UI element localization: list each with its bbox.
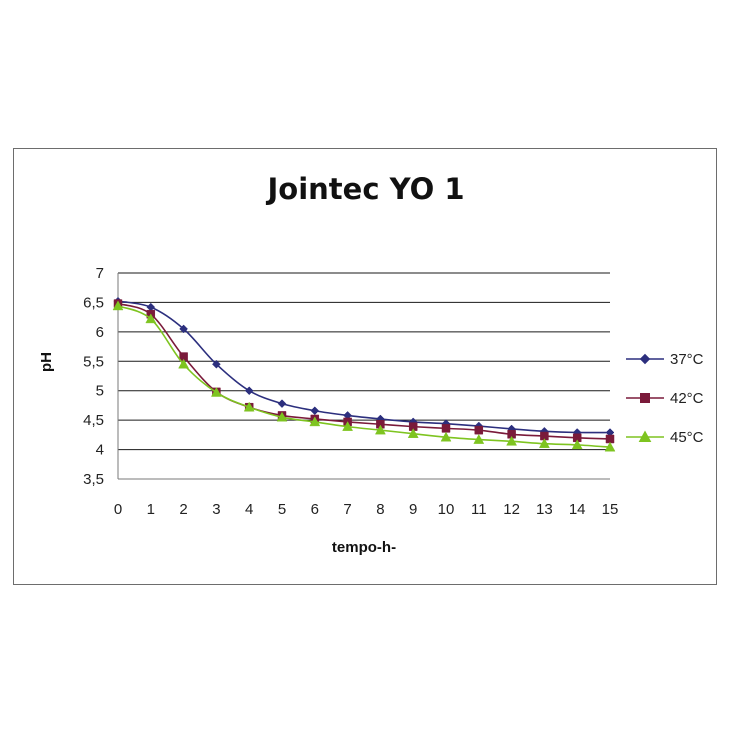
data-point xyxy=(145,313,157,324)
data-point xyxy=(408,422,418,431)
legend-label: 42°C xyxy=(670,390,704,407)
series-0 xyxy=(113,296,615,437)
x-tick-label: 5 xyxy=(278,501,286,518)
series-line xyxy=(117,300,611,434)
x-tick-label: 11 xyxy=(471,501,487,518)
y-tick-label: 6 xyxy=(96,324,104,341)
x-tick-label: 4 xyxy=(245,501,253,518)
y-tick-label: 6,5 xyxy=(83,294,104,311)
x-tick-label: 2 xyxy=(179,501,187,518)
x-tick-label: 9 xyxy=(409,501,417,518)
data-point xyxy=(572,433,582,443)
tick-labels: 3,544,555,566,570 1 2 3 4 5 6 7 8 9 10 11 12 13 14 15 xyxy=(83,265,618,518)
legend-marker xyxy=(639,353,651,365)
x-tick-label: 0 xyxy=(114,501,122,518)
series-layer xyxy=(112,296,616,452)
data-point xyxy=(243,401,255,412)
x-tick-label: 15 xyxy=(602,501,619,518)
legend: 37°C 42°C 45°C xyxy=(626,351,704,446)
x-tick-label: 8 xyxy=(376,501,384,518)
data-point xyxy=(440,431,452,442)
data-point xyxy=(605,434,615,444)
x-tick-label: 6 xyxy=(311,501,319,518)
y-tick-label: 4 xyxy=(96,442,104,459)
legend-label: 45°C xyxy=(670,429,704,446)
data-point xyxy=(376,420,385,429)
series-1 xyxy=(113,299,615,444)
data-point xyxy=(277,399,287,409)
data-point xyxy=(342,421,354,431)
grid xyxy=(118,272,610,451)
x-tick-label: 12 xyxy=(503,501,520,518)
data-point xyxy=(212,359,221,369)
y-tick-label: 7 xyxy=(96,265,104,282)
data-point xyxy=(244,386,254,396)
x-tick-label: 3 xyxy=(212,501,220,518)
data-point xyxy=(507,430,516,439)
y-axis-label: pH xyxy=(38,352,55,372)
data-point xyxy=(309,416,321,427)
x-tick-label: 1 xyxy=(147,501,155,518)
series-2 xyxy=(112,300,616,452)
x-tick-label: 14 xyxy=(569,501,586,518)
chart-frame: Jointec YO 1 3,5 4 4,5 5 5,5 6 6,5 7 0 1 2 3 4 5 6 7 8 9 1… xyxy=(13,148,717,585)
data-point xyxy=(146,302,156,312)
data-point xyxy=(407,428,419,438)
data-point xyxy=(474,425,484,435)
legend-marker xyxy=(638,430,652,442)
chart: Jointec YO 1 3,544,555,566,570 1 2 3 4 5 6 7 8 9 1… xyxy=(38,172,704,556)
data-point xyxy=(540,431,549,441)
y-tick-label: 5,5 xyxy=(83,353,104,370)
data-point xyxy=(276,411,288,422)
x-tick-label: 7 xyxy=(343,501,351,518)
data-point xyxy=(310,406,320,416)
legend-marker xyxy=(640,393,650,403)
x-tick-label: 10 xyxy=(438,501,455,518)
data-point xyxy=(506,435,518,446)
data-point xyxy=(604,441,616,452)
data-point xyxy=(210,386,222,397)
data-point xyxy=(441,424,451,433)
data-point xyxy=(178,358,190,369)
x-tick-label: 13 xyxy=(536,501,553,518)
y-tick-label: 3,5 xyxy=(83,471,104,488)
data-point xyxy=(374,424,386,435)
x-axis-label: tempo-h- xyxy=(332,539,396,556)
data-point xyxy=(538,438,550,448)
data-point xyxy=(473,434,485,444)
series-line xyxy=(117,302,611,440)
y-tick-label: 5 xyxy=(96,383,104,400)
y-tick-label: 4,5 xyxy=(83,412,104,429)
legend-label: 37°C xyxy=(670,351,704,368)
chart-title: Jointec YO 1 xyxy=(265,172,464,206)
axes xyxy=(117,273,610,480)
data-point xyxy=(179,324,188,334)
series-line xyxy=(117,305,611,449)
data-point xyxy=(571,439,583,450)
data-point xyxy=(112,300,124,311)
